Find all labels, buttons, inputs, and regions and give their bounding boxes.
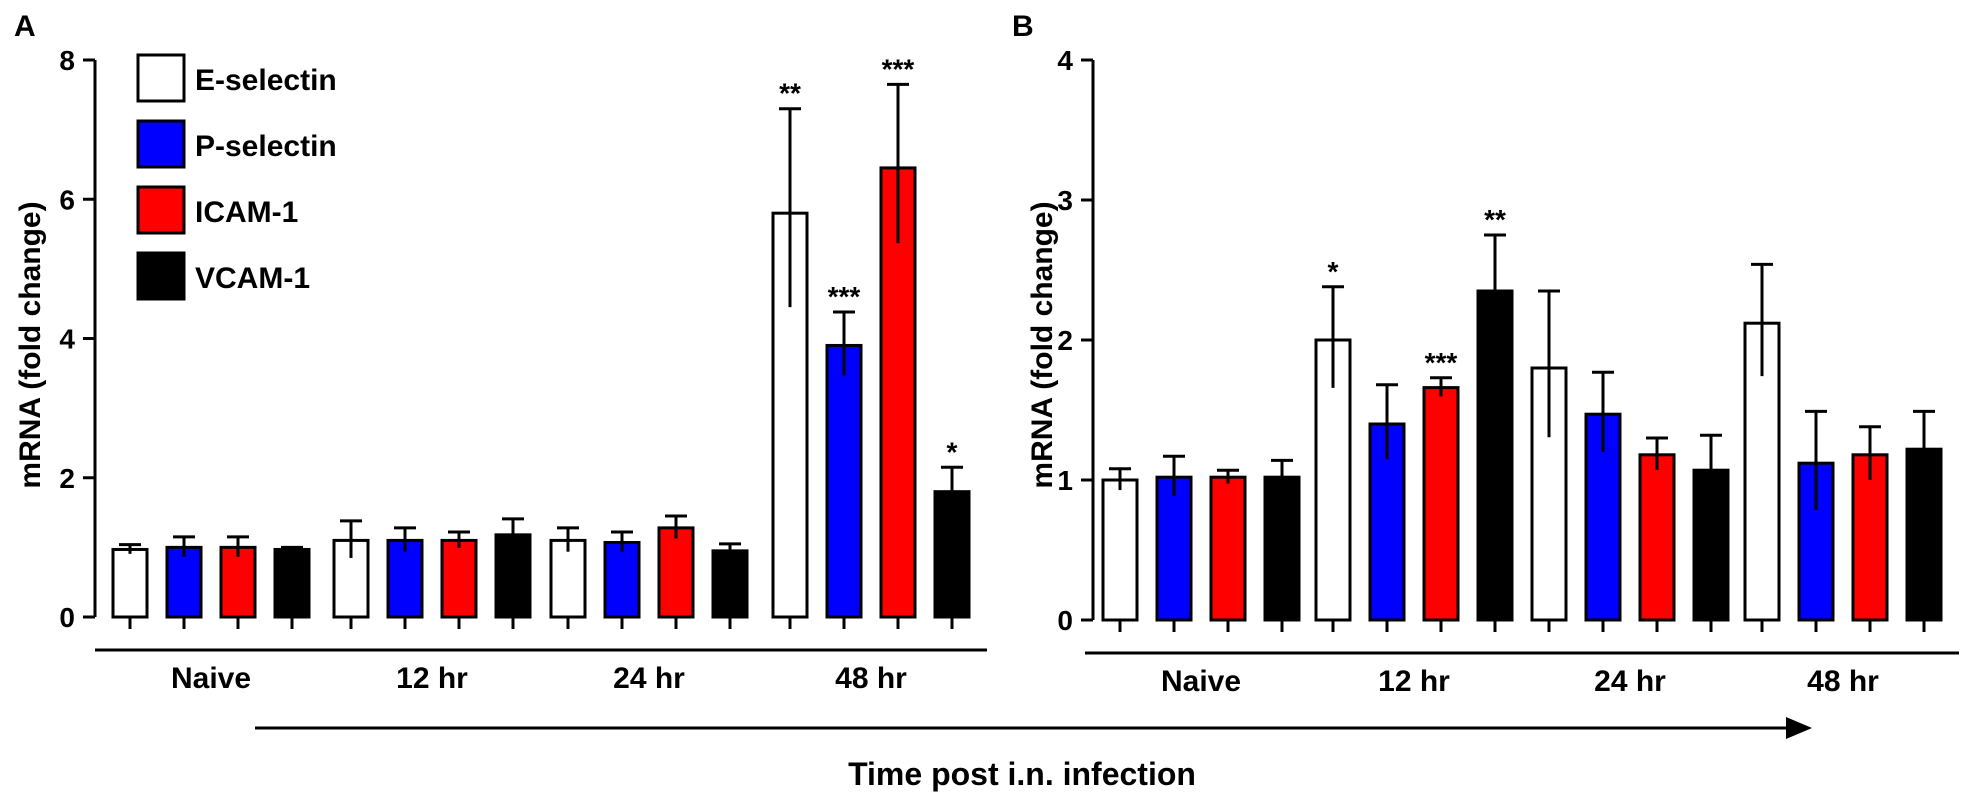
- y-tick-label: 6: [59, 184, 75, 215]
- y-tick-label: 2: [59, 463, 75, 494]
- panel-label: A: [14, 10, 36, 43]
- y-tick-label: 4: [59, 324, 75, 355]
- legend-label: E-selectin: [195, 64, 337, 97]
- right-arrow-icon: [1786, 717, 1812, 739]
- bar-p-selectin: [603, 541, 641, 619]
- y-tick-label: 0: [1057, 605, 1073, 636]
- significance-label: **: [1484, 204, 1506, 235]
- legend-label: ICAM-1: [195, 196, 298, 229]
- legend-label: P-selectin: [195, 130, 337, 163]
- category-label: 48 hr: [835, 662, 907, 695]
- bar-icam-1: [1422, 386, 1460, 622]
- category-label: Naive: [171, 662, 251, 695]
- legend-label: VCAM-1: [195, 262, 310, 295]
- significance-label: ***: [882, 53, 915, 84]
- significance-label: *: [1328, 256, 1339, 287]
- bar-vcam-1: [494, 533, 532, 619]
- y-tick-label: 8: [59, 45, 75, 76]
- legend: E-selectin P-selectin ICAM-1 VCAM-1: [136, 53, 337, 301]
- x-axis-title: Time post i.n. infection: [848, 756, 1196, 792]
- bar-p-selectin: [1155, 475, 1193, 622]
- bar-icam-1: [440, 538, 478, 619]
- y-tick-label: 3: [1057, 185, 1073, 216]
- category-label: 24 hr: [613, 662, 685, 695]
- bar-icam-1: [1638, 453, 1676, 622]
- y-axis-label: mRNA (fold change): [14, 201, 47, 488]
- category-label: Naive: [1161, 665, 1241, 698]
- category-label: 24 hr: [1594, 665, 1666, 698]
- bar-vcam-1: [1263, 475, 1301, 622]
- bar-p-selectin: [165, 545, 203, 619]
- time-arrow: [255, 717, 1812, 739]
- significance-label: *: [947, 436, 958, 467]
- significance-label: ***: [828, 281, 861, 312]
- y-tick-label: 0: [59, 602, 75, 633]
- bar-vcam-1: [1476, 289, 1514, 622]
- y-axis-label: mRNA (fold change): [1026, 201, 1059, 488]
- bar-vcam-1: [711, 549, 749, 619]
- category-label: 48 hr: [1807, 665, 1879, 698]
- bar-vcam-1: [1905, 447, 1943, 622]
- y-tick-label: 4: [1057, 45, 1073, 76]
- bar-icam-1: [657, 526, 695, 619]
- legend-swatch: [136, 53, 186, 103]
- bar-p-selectin: [386, 538, 424, 619]
- bar-vcam-1: [1692, 468, 1730, 622]
- bar-icam-1: [219, 545, 257, 619]
- significance-label: **: [779, 78, 801, 109]
- panel-label: B: [1012, 10, 1034, 43]
- category-label: 12 hr: [396, 662, 468, 695]
- bar-vcam-1: [273, 547, 311, 619]
- legend-swatch: [136, 119, 186, 169]
- category-label: 12 hr: [1378, 665, 1450, 698]
- bar-vcam-1: [933, 490, 971, 619]
- bar-e-selectin: [549, 538, 587, 619]
- legend-swatch: [136, 251, 186, 301]
- significance-label: ***: [1425, 347, 1458, 378]
- bar-icam-1: [1209, 475, 1247, 622]
- panel-a: A 0 2 4 6 8 mRNA (fold change) Naive 12 hr 24 hr *…: [14, 10, 987, 695]
- bar-e-selectin: [111, 547, 149, 619]
- y-tick-label: 2: [1057, 325, 1073, 356]
- legend-swatch: [136, 185, 186, 235]
- bar-e-selectin: [1101, 478, 1139, 622]
- y-tick-label: 1: [1057, 465, 1073, 496]
- bar-p-selectin: [825, 343, 863, 619]
